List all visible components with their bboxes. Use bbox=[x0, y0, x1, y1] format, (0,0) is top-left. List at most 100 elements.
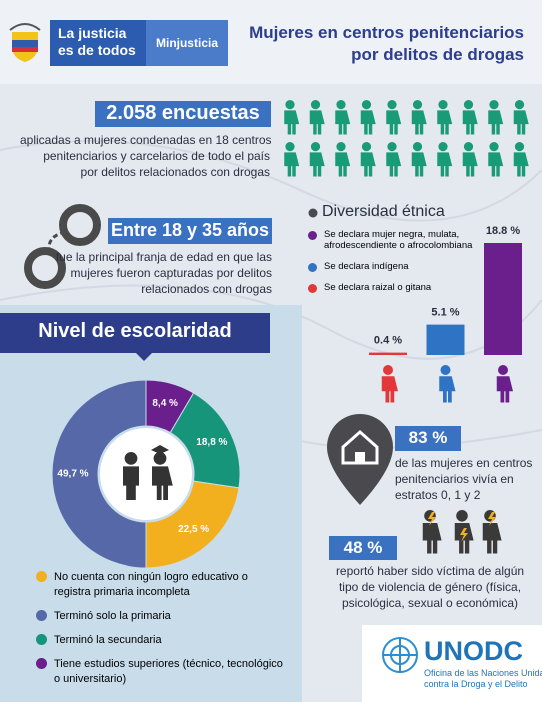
legend-item: Se declara raizal o gitana bbox=[308, 282, 478, 293]
legend-label: Se declara mujer negra, mulata, afrodesc… bbox=[324, 229, 473, 251]
legend-label: Se declara raizal o gitana bbox=[324, 282, 432, 293]
person-body bbox=[309, 152, 325, 177]
person-head bbox=[336, 100, 346, 110]
text-line: tipo de violencia de género (física, bbox=[338, 580, 522, 594]
person-head bbox=[412, 100, 423, 110]
person-body bbox=[462, 152, 478, 177]
person-body bbox=[513, 110, 529, 135]
page-title: Mujeres en centros penitenciarios por de… bbox=[240, 22, 524, 66]
legend-swatch bbox=[36, 571, 47, 582]
text-line: penitenciarios y carcelarios de todo el … bbox=[43, 149, 270, 163]
bar-value-label: 18.8 % bbox=[486, 225, 520, 237]
bar bbox=[369, 352, 407, 355]
survey-text: aplicadas a mujeres condenadas en 18 cen… bbox=[20, 132, 272, 180]
slice-value-label: 22,5 % bbox=[178, 524, 209, 535]
violence-headline-box bbox=[329, 536, 397, 560]
legend-item: Terminó la secundaria bbox=[36, 633, 286, 648]
person-body bbox=[284, 110, 300, 135]
housing-headline-box bbox=[395, 426, 461, 451]
text-line: reportó haber sido víctima de algún bbox=[335, 564, 525, 578]
legend-swatch bbox=[36, 658, 47, 669]
legend-item: Terminó solo la primaria bbox=[36, 609, 286, 624]
person-head bbox=[285, 142, 295, 152]
person-head bbox=[310, 100, 321, 110]
text-line: de las mujeres en centros bbox=[395, 456, 533, 470]
ethnic-legend: Se declara mujer negra, mulata, afrodesc… bbox=[308, 229, 478, 293]
legend-item: Tiene estudios superiores (técnico, tecn… bbox=[36, 657, 286, 687]
education-header-box bbox=[0, 313, 270, 361]
person-head bbox=[361, 100, 372, 110]
person-body bbox=[482, 523, 502, 554]
survey-headline: 2.058 encuestas bbox=[106, 102, 260, 124]
person-head bbox=[514, 100, 525, 110]
logo-text: La justicia es de todos bbox=[50, 25, 146, 59]
footer-box bbox=[362, 625, 542, 702]
person-body bbox=[360, 152, 376, 177]
title-line: Mujeres en centros penitenciarios bbox=[249, 23, 524, 42]
legend-item: No cuenta con ningún logro educativo o r… bbox=[36, 570, 286, 600]
legend-swatch bbox=[36, 634, 47, 645]
bar bbox=[484, 243, 522, 355]
coat-of-arms bbox=[9, 23, 41, 62]
text-line: penitenciarios vivía en bbox=[395, 472, 514, 486]
ethnic-chart: 18.8 % 5.1 % 0.4 % bbox=[308, 208, 522, 403]
slice-value-label: 49,7 % bbox=[57, 469, 88, 480]
logo-line: La justicia bbox=[58, 25, 127, 41]
title-dot bbox=[308, 208, 318, 218]
bolt bbox=[428, 512, 436, 526]
legend-swatch bbox=[308, 284, 317, 293]
person-head bbox=[336, 142, 346, 152]
person-head bbox=[489, 100, 499, 110]
text-line: aplicadas a mujeres condenadas en 18 cen… bbox=[20, 133, 272, 147]
person-head bbox=[489, 142, 499, 152]
victim-icons bbox=[422, 510, 502, 554]
legend-item: Se declara indígena bbox=[308, 261, 478, 272]
logo-box bbox=[50, 20, 146, 66]
text-line: psicológica, sexual o económica) bbox=[341, 596, 519, 610]
legend-label: Tiene estudios superiores (técnico, tecn… bbox=[54, 658, 283, 685]
survey-headline-box bbox=[95, 101, 271, 127]
violence-headline: 48 % bbox=[343, 538, 383, 557]
person-body bbox=[513, 152, 529, 177]
person-body bbox=[411, 152, 427, 177]
slice-value-label: 8,4 % bbox=[152, 398, 178, 409]
person-body bbox=[123, 466, 139, 500]
bar bbox=[426, 324, 465, 355]
person-body bbox=[422, 523, 442, 554]
housing-text: de las mujeres en centros penitenciarios … bbox=[395, 455, 535, 503]
person-head bbox=[438, 100, 448, 110]
person-head bbox=[383, 365, 393, 375]
bar-value-label: 0.4 % bbox=[374, 335, 402, 347]
person-head bbox=[285, 100, 295, 110]
person-body bbox=[381, 376, 398, 403]
location-icon bbox=[327, 414, 393, 505]
text-line: mujeres fueron capturadas por delitos bbox=[70, 266, 272, 280]
title-line: por delitos de drogas bbox=[351, 45, 524, 64]
legend-label: Se declara indígena bbox=[324, 261, 409, 272]
person-body bbox=[437, 110, 453, 135]
person-head bbox=[498, 365, 508, 375]
ministry-box bbox=[146, 20, 228, 66]
age-headline: Entre 18 y 35 años bbox=[110, 220, 270, 240]
footer-line: Oficina de las Naciones Unidas bbox=[424, 668, 542, 678]
footer-brand: UNODC bbox=[424, 636, 523, 666]
person-head bbox=[310, 142, 321, 152]
person-head bbox=[463, 100, 474, 110]
women-icons bbox=[284, 100, 529, 177]
education-chart: 8,4 % 18,8 % 22,5 % 49,7 % bbox=[51, 379, 241, 569]
person-body bbox=[360, 110, 376, 135]
person-body bbox=[439, 376, 456, 403]
text-line: estratos 0, 1 y 2 bbox=[395, 488, 481, 502]
ethnic-title: Diversidad étnica bbox=[322, 203, 445, 220]
person-body bbox=[488, 110, 504, 135]
person-body bbox=[411, 110, 427, 135]
ministry-name: Minjusticia bbox=[155, 36, 218, 50]
person-head bbox=[124, 452, 138, 465]
person-head bbox=[412, 142, 423, 152]
person-body bbox=[488, 152, 504, 177]
person-body bbox=[496, 376, 513, 403]
legend-label: Terminó solo la primaria bbox=[54, 610, 171, 622]
footer-line: contra la Droga y el Delito bbox=[424, 679, 528, 689]
